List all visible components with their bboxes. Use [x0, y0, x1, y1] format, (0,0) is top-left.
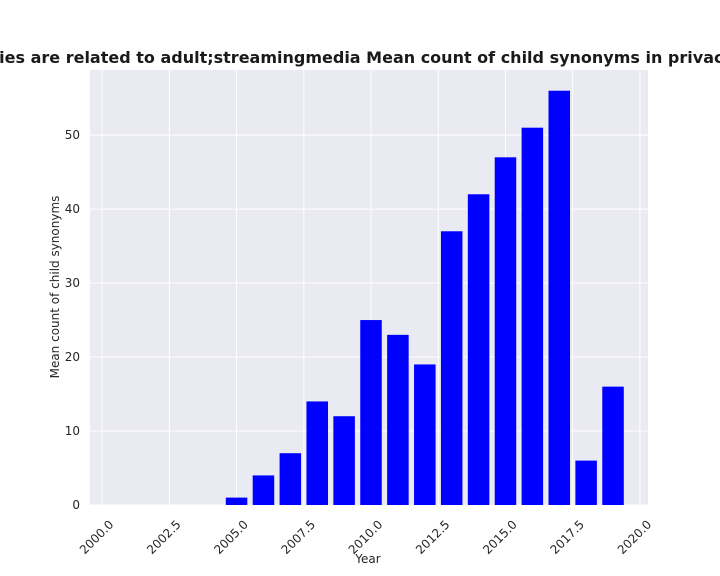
y-axis-label: Mean count of child synonyms [48, 196, 62, 379]
y-tick-label: 30 [65, 276, 80, 290]
x-tick-label: 2015.0 [480, 517, 520, 557]
bar [279, 453, 302, 505]
x-tick-label: 2005.0 [211, 517, 251, 557]
bar [414, 364, 436, 505]
y-tick-label: 40 [65, 202, 80, 216]
bar [225, 497, 248, 505]
y-tick-labels: 0 10 20 30 40 50 [65, 128, 80, 512]
bar [494, 157, 517, 506]
x-tick-label: 2020.0 [615, 517, 655, 557]
chart-title: Categories are related to adult;streamin… [0, 48, 720, 67]
y-tick-label: 0 [72, 498, 80, 512]
bar [306, 401, 328, 505]
bar [575, 460, 597, 505]
bar [387, 334, 409, 505]
bar [548, 90, 571, 505]
bar [467, 194, 490, 506]
bar [521, 127, 544, 506]
x-tick-label: 2012.5 [413, 517, 453, 557]
bars [225, 90, 624, 506]
bar [440, 231, 463, 505]
y-tick-label: 10 [65, 424, 80, 438]
bar [252, 475, 275, 505]
bar [333, 416, 355, 505]
y-tick-label: 50 [65, 128, 80, 142]
x-axis-label: Year [354, 552, 380, 566]
x-tick-label: 2002.5 [144, 517, 184, 557]
y-tick-label: 20 [65, 350, 80, 364]
x-tick-label: 2000.0 [77, 517, 117, 557]
x-tick-label: 2007.5 [279, 517, 319, 557]
bar [602, 386, 624, 505]
x-tick-label: 2017.5 [547, 517, 587, 557]
bar [360, 320, 382, 505]
